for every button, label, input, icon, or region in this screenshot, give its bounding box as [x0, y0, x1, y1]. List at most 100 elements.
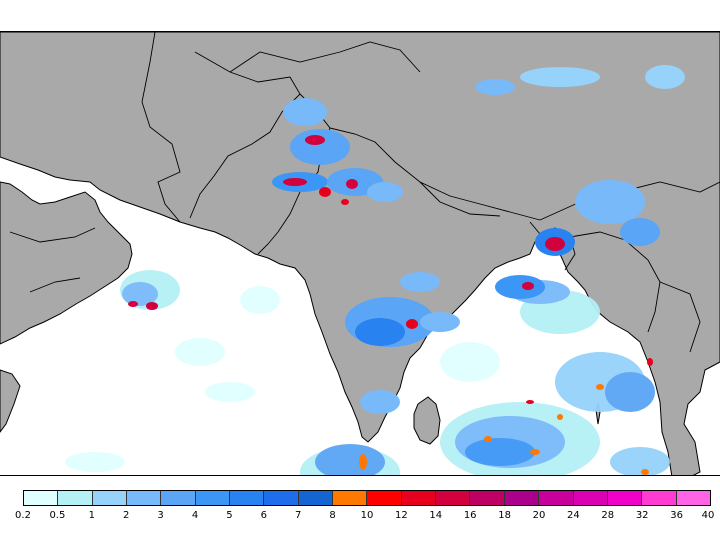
colorbar-tick-label: 36: [670, 510, 683, 521]
colorbar-tick-label: 10: [360, 510, 374, 521]
colorbar-swatch: [195, 491, 231, 505]
rain-patch: [495, 275, 545, 299]
rain-patch: [465, 438, 535, 466]
colorbar-tick-label: 14: [429, 510, 443, 521]
rain-core: [526, 400, 534, 404]
rain-core: [557, 414, 563, 420]
rain-patch: [205, 382, 255, 402]
rain-patch: [360, 390, 400, 414]
rain-patch: [475, 79, 515, 95]
colorbar-swatch: [127, 491, 162, 505]
colorbar-tick-label: 12: [395, 510, 408, 521]
rain-core: [319, 187, 331, 197]
colorbar-tick-label: 24: [567, 510, 580, 521]
rain-patch: [355, 318, 405, 346]
rain-core: [146, 302, 158, 310]
colorbar-swatch: [161, 491, 196, 505]
sri-lanka: [413, 396, 441, 445]
rain-patch: [605, 372, 655, 412]
rain-patch: [620, 218, 660, 246]
rain-core: [545, 237, 565, 251]
border-arabia-1: [9, 227, 96, 243]
colorbar-swatch: [436, 491, 471, 505]
rain-patch: [290, 129, 350, 165]
rain-patch: [315, 444, 385, 475]
colorbar-labels: 0.2 0.5 1 2 3 4 5 6 7 8 10 12 14 16 18 20 24 28 32 36 40: [0, 510, 720, 524]
rain-core: [522, 282, 534, 290]
colorbar-swatch: [470, 491, 505, 505]
colorbar-tick-label: 7: [295, 510, 302, 521]
colorbar-tick-label: 18: [498, 510, 511, 521]
colorbar-tick-label: 40: [701, 510, 715, 521]
mainland-asia: [0, 32, 720, 475]
colorbar-swatch: [264, 491, 299, 505]
colorbar-swatch: [676, 491, 710, 505]
border-china-east: [539, 181, 720, 221]
rainfall-land-layer: [272, 65, 685, 414]
rain-patch: [367, 182, 403, 202]
colorbar-swatch: [607, 491, 643, 505]
border-nepal: [419, 181, 501, 217]
colorbar-swatch: [24, 491, 59, 505]
rain-core: [596, 384, 604, 390]
rain-core: [484, 436, 492, 442]
rain-patch: [575, 180, 645, 224]
rain-core: [305, 135, 325, 145]
rain-core: [641, 469, 649, 475]
rain-patch: [440, 342, 500, 382]
rain-patch: [175, 338, 225, 366]
rain-core: [283, 178, 307, 186]
colorbar-tick-label: 8: [329, 510, 336, 521]
border-iran-afghanistan: [141, 32, 181, 223]
border-thailand: [659, 281, 701, 353]
border-afghanistan-pakistan: [189, 51, 301, 219]
colorbar-swatch: [298, 491, 334, 505]
colorbar-tick-label: 1: [88, 510, 95, 521]
map-canvas: [0, 32, 720, 475]
colorbar-swatch: [92, 491, 128, 505]
colorbar-swatch: [367, 491, 402, 505]
rain-patch: [520, 67, 600, 87]
rain-patch: [283, 98, 327, 126]
rain-patch: [400, 272, 440, 292]
colorbar-swatch: [58, 491, 93, 505]
colorbar-tick-label: 28: [601, 510, 615, 521]
colorbar-tick-label: 20: [532, 510, 546, 521]
rainfall-heavy-layer: [128, 135, 653, 475]
colorbar-tick-label: 16: [463, 510, 477, 521]
rain-patch: [645, 65, 685, 89]
colorbar-tick-label: 4: [191, 510, 199, 521]
colorbar-swatch: [230, 491, 265, 505]
colorbar-tick-label: 3: [157, 510, 164, 521]
colorbar-swatch: [504, 491, 540, 505]
rain-patch: [65, 452, 125, 472]
border-central-asia: [229, 41, 421, 73]
rain-core: [341, 199, 349, 205]
rain-core: [128, 301, 138, 307]
colorbar-tick-label: 0.2: [15, 510, 31, 521]
colorbar-tick-label: 0.5: [49, 510, 66, 521]
rain-patch: [122, 282, 158, 306]
rain-patch: [420, 312, 460, 332]
rain-core: [359, 454, 367, 470]
rain-patch: [610, 447, 670, 475]
rainfall-map: [0, 31, 720, 476]
colorbar-tick-label: 32: [635, 510, 649, 521]
arabian-peninsula: [0, 181, 133, 345]
rain-core: [530, 449, 540, 455]
rain-core: [346, 179, 358, 189]
colorbar-swatch: [642, 491, 677, 505]
colorbar-swatch: [573, 491, 608, 505]
border-myanmar: [569, 231, 661, 333]
rain-patch: [240, 286, 280, 314]
colorbar-swatch: [401, 491, 437, 505]
colorbar-swatch: [539, 491, 574, 505]
colorbar-swatch: [333, 491, 368, 505]
border-arabia-2: [29, 277, 81, 293]
horn-of-africa: [0, 369, 21, 433]
rain-core: [647, 358, 653, 366]
colorbar-tick-label: 5: [226, 510, 233, 521]
rain-core: [406, 319, 418, 329]
colorbar-tick-label: 2: [123, 510, 130, 521]
colorbar-tick-label: 6: [260, 510, 267, 521]
